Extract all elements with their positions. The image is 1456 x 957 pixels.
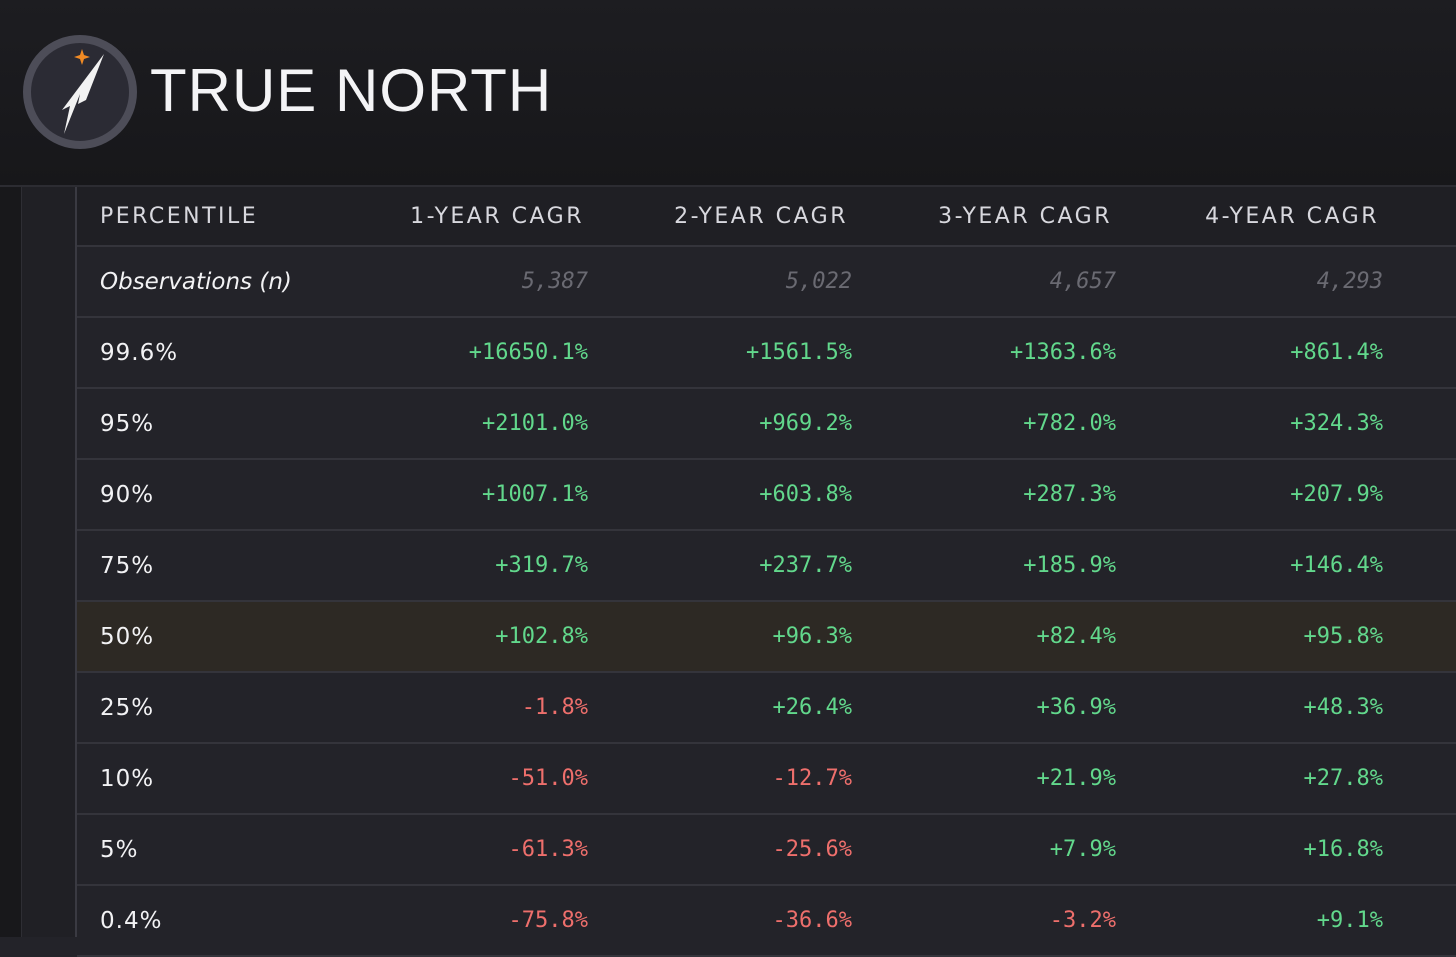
title: TRUE NORTH (150, 57, 553, 124)
header-row: PERCENTILE 1-YEAR CAGR 2-YEAR CAGR 3-YEAR C… (77, 187, 1456, 247)
column-header: PERCENTILE (100, 203, 259, 229)
cell-value: -3.2% (1049, 908, 1116, 933)
header: TRUE NORTH (0, 0, 1456, 187)
cell-value: +96.3% (772, 624, 852, 649)
table-row: 75% +319.7% +237.7% +185.9% +146.4% (77, 531, 1456, 602)
cell-value: +319.7% (495, 553, 588, 578)
column-header: 1-YEAR CAGR (410, 203, 584, 229)
cell-value: +146.4% (1290, 553, 1383, 578)
cell-value: +27.8% (1303, 766, 1383, 791)
table-row: 0.4% -75.8% -36.6% -3.2% +9.1% (77, 886, 1456, 957)
sidebar (0, 187, 22, 937)
cell-value: +16650.1% (468, 340, 588, 365)
cell-value: +861.4% (1290, 340, 1383, 365)
cell-value: +287.3% (1023, 482, 1116, 507)
cell-value: +2101.0% (482, 411, 588, 436)
row-label: 0.4% (100, 907, 163, 934)
cell-value: -12.7% (772, 766, 852, 791)
cell-value: +324.3% (1290, 411, 1383, 436)
table-row: 90% +1007.1% +603.8% +287.3% +207.9% (77, 460, 1456, 531)
row-label: Observations (n) (100, 268, 292, 295)
cell-value: +603.8% (759, 482, 852, 507)
column-header: 4-YEAR CAGR (1205, 203, 1379, 229)
cell-value: +782.0% (1023, 411, 1116, 436)
row-label: 10% (100, 765, 155, 792)
table-row: 25% -1.8% +26.4% +36.9% +48.3% (77, 673, 1456, 744)
cell-value: -61.3% (508, 837, 588, 862)
table-row: 10% -51.0% -12.7% +21.9% +27.8% (77, 744, 1456, 815)
cell-value: +82.4% (1036, 624, 1116, 649)
cell-value: +1007.1% (482, 482, 588, 507)
cell-value: +102.8% (495, 624, 588, 649)
table-row: 50% +102.8% +96.3% +82.4% +95.8% (77, 602, 1456, 673)
cell-value: -25.6% (772, 837, 852, 862)
cell-value: +16.8% (1303, 837, 1383, 862)
cell-value: +95.8% (1303, 624, 1383, 649)
row-label: 99.6% (100, 339, 179, 366)
cell-value: +36.9% (1036, 695, 1116, 720)
cell-value: +7.9% (1049, 837, 1116, 862)
cell-value: +9.1% (1316, 908, 1383, 933)
cell-value: -1.8% (521, 695, 588, 720)
cell-value: -36.6% (772, 908, 852, 933)
cell-value: +1363.6% (1010, 340, 1116, 365)
row-label: 25% (100, 694, 155, 721)
table-row: 5% -61.3% -25.6% +7.9% +16.8% (77, 815, 1456, 886)
column-header: 2-YEAR CAGR (674, 203, 848, 229)
cell-value: +237.7% (759, 553, 852, 578)
column-header: 3-YEAR CAGR (938, 203, 1112, 229)
cell-value: 4,657 (1049, 269, 1116, 294)
row-label: 95% (100, 410, 155, 437)
row-label: 75% (100, 552, 155, 579)
cell-value: -51.0% (508, 766, 588, 791)
cell-value: 5,022 (785, 269, 852, 294)
cell-value: +26.4% (772, 695, 852, 720)
cell-value: +969.2% (759, 411, 852, 436)
row-label: 5% (100, 836, 139, 863)
row-label: 90% (100, 481, 155, 508)
cell-value: 4,293 (1316, 269, 1383, 294)
cell-value: +21.9% (1036, 766, 1116, 791)
cell-value: 5,387 (521, 269, 588, 294)
logo (23, 35, 137, 149)
row-label: 50% (100, 623, 155, 650)
table-row: 95% +2101.0% +969.2% +782.0% +324.3% (77, 389, 1456, 460)
table-row: 99.6% +16650.1% +1561.5% +1363.6% +861.4% (77, 318, 1456, 389)
cell-value: +1561.5% (746, 340, 852, 365)
cell-value: +185.9% (1023, 553, 1116, 578)
cell-value: +48.3% (1303, 695, 1383, 720)
cell-value: -75.8% (508, 908, 588, 933)
table: PERCENTILE 1-YEAR CAGR 2-YEAR CAGR 3-YEAR C… (77, 187, 1456, 957)
table-row: Observations (n) 5,387 5,022 4,657 4,293 (77, 247, 1456, 318)
cell-value: +207.9% (1290, 482, 1383, 507)
sidebar-gutter (22, 187, 77, 937)
